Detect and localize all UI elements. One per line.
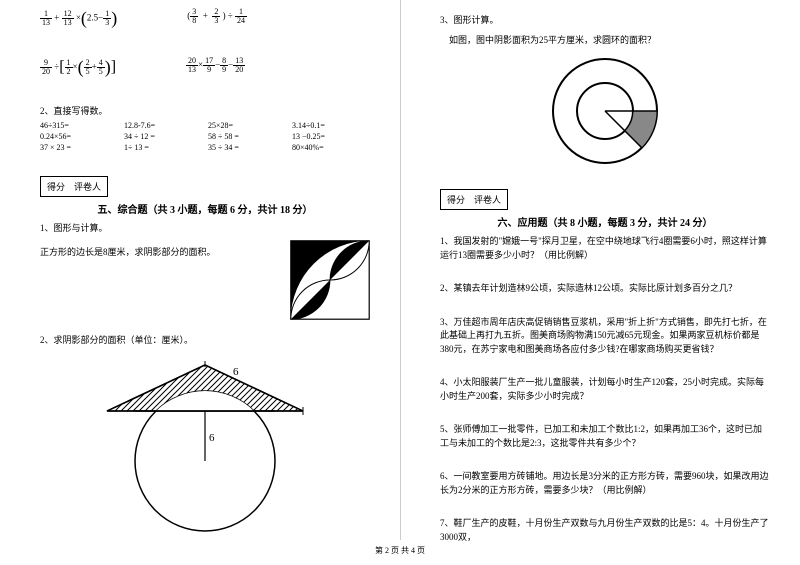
q5-1: 1、图形与计算。 [40,222,370,236]
expr-row-2: 920 ÷[12×(25+45)] 2013×179−89−1320 [40,57,370,78]
ring-figure [535,51,675,171]
expr-row-1: 113 + 1213 ×(2.5−13) (38 + 23 ) ÷ 124 [40,8,370,29]
page-container: 113 + 1213 ×(2.5−13) (38 + 23 ) ÷ 124 92… [0,0,800,545]
q5-3: 3、图形计算。 [440,14,770,28]
page-footer: 第 2 页 共 4 页 [0,545,800,556]
dim-label: 6 [233,366,239,378]
q6-5: 5、张师傅加工一批零件，已加工和未加工个数比1:2，如果再加工36个，这时已加工… [440,423,770,450]
q6-1: 1、我国发射的"嫦娥一号"探月卫星，在空中绕地球飞行4圈需要6小时，照这样计算运… [440,235,770,262]
section6-title: 六、应用题（共 8 小题，每题 3 分，共计 24 分） [440,214,770,229]
circle-figure: 6 6 [95,353,315,533]
score-box-left: 得分 评卷人 [40,176,108,197]
score-box-right: 得分 评卷人 [440,189,508,210]
q2-cell: 0.24×56= [40,132,118,141]
q6-6: 6、一间教室要用方砖铺地。用边长是3分米的正方形方砖，需要960块，如果改用边长… [440,470,770,497]
section5-title: 五、综合题（共 3 小题，每题 6 分，共计 18 分） [40,201,370,216]
q5-3-sub: 如图，图中阴影面积为25平方厘米，求圆环的面积？ [440,34,770,48]
q5-2: 2、求阴影部分的面积（单位：厘米）。 [40,334,370,348]
q2-cell: 1÷ 13 = [124,143,202,152]
grader-label: 评卷人 [474,195,501,205]
expr-1a: 113 + 1213 ×(2.5−13) [40,8,117,29]
right-column: 3、图形计算。 如图，图中阴影面积为25平方厘米，求圆环的面积？ 得分 评卷人 … [400,0,800,545]
q2-cell: 25×28= [208,121,286,130]
q6-2: 2、某镇去年计划造林9公顷，实际造林12公顷。实际比原计划多百分之几？ [440,282,770,296]
q2-cell: 13 −0.25= [292,132,370,141]
q6-7: 7、鞋厂生产的皮鞋，十月份生产双数与九月份生产双数的比是5：4。十月份生产了30… [440,517,770,544]
dim-label: 6 [209,432,215,444]
q5-1-row: 正方形的边长是8厘米，求阴影部分的面积。 [40,240,370,320]
q6-4: 4、小太阳服装厂生产一批儿童服装，计划每小时生产120套，25小时完成。实际每小… [440,376,770,403]
q2-title: 2、直接写得数。 [40,104,370,117]
q6-3: 3、万佳超市周年店庆高促销销售豆浆机，采用"折上折"方式销售，即先打七折，在此基… [440,316,770,357]
q2-cell: 12.8-7.6= [124,121,202,130]
q2-cell: 46÷315= [40,121,118,130]
q2-grid: 46÷315= 12.8-7.6= 25×28= 3.14÷0.1= 0.24×… [40,121,370,152]
expr-1b: (38 + 23 ) ÷ 124 [187,8,247,29]
q2-cell: 35 ÷ 34 = [208,143,286,152]
score-label: 得分 [47,182,65,192]
q2-cell: 58 ÷ 58 = [208,132,286,141]
expr-2b: 2013×179−89−1320 [186,57,245,78]
grader-label: 评卷人 [74,182,101,192]
q2-cell: 34 ÷ 12 = [124,132,202,141]
expr-2a: 920 ÷[12×(25+45)] [40,57,116,78]
left-column: 113 + 1213 ×(2.5−13) (38 + 23 ) ÷ 124 92… [0,0,400,545]
square-figure [290,240,370,320]
q2-cell: 3.14÷0.1= [292,121,370,130]
q2-cell: 80×40%= [292,143,370,152]
q2-cell: 37 × 23 = [40,143,118,152]
score-label: 得分 [447,195,465,205]
